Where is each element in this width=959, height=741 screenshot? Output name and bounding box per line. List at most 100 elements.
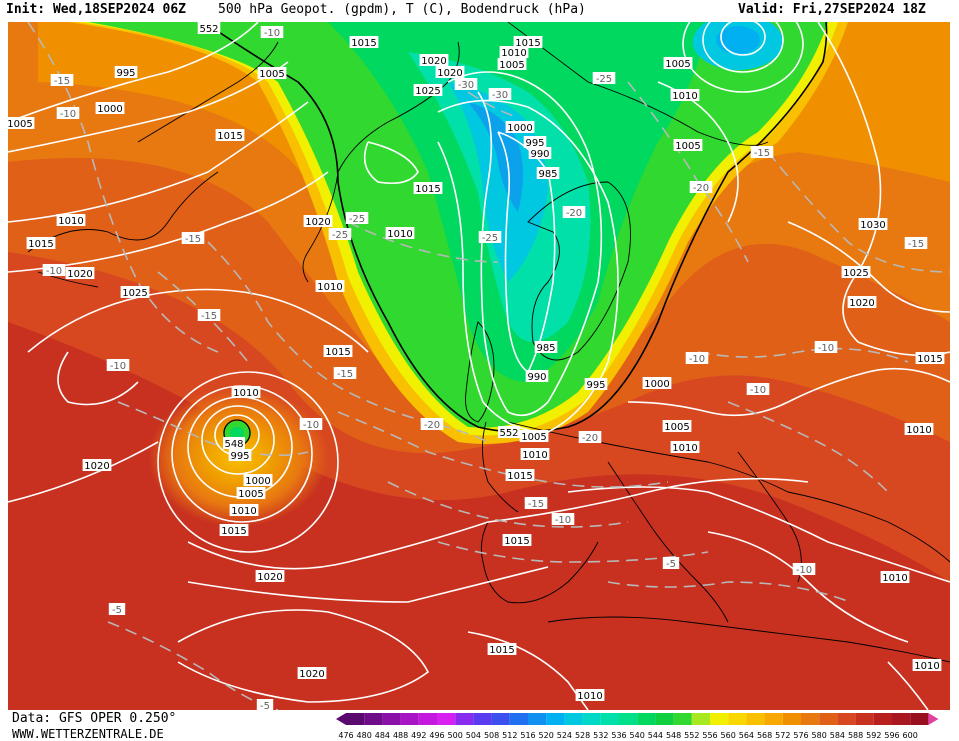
pressure-label-text: 995 [586,380,605,391]
temperature-label-text: -15 [754,148,770,159]
pressure-label: 1015 [215,129,245,142]
geopotential-labels: 552 548 [223,426,520,450]
pressure-label-text: 1010 [233,388,258,399]
pressure-label-text: 1010 [672,443,697,454]
temperature-label: -10 [746,383,770,396]
pressure-label-text: 1005 [259,69,284,80]
temperature-label: -5 [108,603,126,616]
pressure-label-text: 1005 [8,119,33,130]
temperature-label: -10 [106,359,130,372]
pressure-label: 1005 [8,117,35,130]
cold-pocket-core [716,26,760,54]
legend-value: 588 [848,731,863,740]
pressure-label-text: 1000 [245,476,270,487]
pressure-label: 990 [528,147,552,160]
pressure-label: 995 [584,378,608,391]
pressure-label-text: 1000 [97,104,122,115]
legend-value: 576 [793,731,808,740]
pressure-label-text: 995 [116,68,135,79]
pressure-label-text: 990 [527,372,546,383]
legend-swatch [819,713,838,725]
legend-value: 580 [812,731,827,740]
pressure-label-text: 1010 [522,450,547,461]
chart-header: Init: Wed,18SEP2024 06Z 500 hPa Geopot. … [0,0,959,22]
temperature-labels: -10-15-10-30-30-25-15-20-20-25-25 -25-15-… [42,26,928,710]
temperature-label: -20 [689,181,713,194]
pressure-label: 552 [197,22,221,35]
legend-value: 556 [702,731,717,740]
pressure-label-text: 1020 [421,56,446,67]
pressure-label-text: 1020 [849,298,874,309]
pressure-label-text: 1015 [917,354,942,365]
temperature-label: -10 [56,107,80,120]
legend-swatch [582,713,601,725]
pressure-label-text: 1015 [221,526,246,537]
pressure-label-text: 1010 [317,282,342,293]
legend-value: 504 [466,731,481,740]
pressure-label-text: 1000 [644,379,669,390]
legend-value: 584 [830,731,845,740]
temperature-label: -10 [792,563,816,576]
temperature-label-text: -15 [528,499,544,510]
pressure-label: 1020 [303,215,333,228]
legend-value: 568 [757,731,772,740]
pressure-label: 1010 [880,571,910,584]
temperature-label: -15 [524,497,548,510]
pressure-label-text: 1010 [906,425,931,436]
legend-swatch [782,713,801,725]
pressure-label-text: 1030 [860,220,885,231]
legend-swatch [691,713,710,725]
pressure-label: 1010 [229,504,259,517]
pressure-label: 995 [114,66,138,79]
legend-swatch [400,713,419,725]
pressure-label-text: 1020 [299,669,324,680]
pressure-label-text: 1020 [257,572,282,583]
temperature-label-text: -20 [566,208,582,219]
legend-swatch [473,713,492,725]
chart-title: 500 hPa Geopot. (gpdm), T (C), Bodendruc… [218,2,586,17]
pressure-label-text: 1025 [122,288,147,299]
temperature-label: -15 [50,74,74,87]
pressure-label-text: 1005 [675,141,700,152]
temperature-label-text: -15 [337,369,353,380]
legend-value: 592 [866,731,881,740]
pressure-label: 1005 [662,420,692,433]
pressure-label-text: 1015 [504,536,529,547]
legend-value: 516 [520,731,535,740]
pressure-label: 985 [536,167,560,180]
legend-swatch [710,713,729,725]
pressure-label: 1010 [912,659,942,672]
low-northeast-isobars [682,22,804,93]
temperature-label: -10 [814,341,838,354]
temperature-label-text: -20 [424,420,440,431]
pressure-label: 1015 [502,534,532,547]
temperature-label-text: -5 [112,605,122,616]
legend-arrow-right [928,713,939,725]
temperature-label: -15 [750,146,774,159]
legend-value: 528 [575,731,590,740]
legend-swatch [528,713,547,725]
temperature-label: -5 [662,557,680,570]
temperature-label-text: -20 [582,433,598,444]
legend-swatch [455,713,474,725]
pressure-label: 1010 [575,689,605,702]
temperature-label: -10 [299,418,323,431]
pressure-label: 995 [228,449,252,462]
legend-swatch [673,713,692,725]
cutoff-low-center [230,427,244,439]
pressure-label: 1010 [670,89,700,102]
temperature-label: -25 [345,212,369,225]
legend-value: 552 [684,731,699,740]
pressure-label: 1010 [904,423,934,436]
pressure-label-text: 995 [525,138,544,149]
legend-swatch [764,713,783,725]
legend-value: 520 [539,731,554,740]
pressure-label: 1005 [236,487,266,500]
temperature-label-text: -10 [750,385,766,396]
pressure-label: 1005 [497,58,527,71]
pressure-label: 1020 [847,296,877,309]
pressure-label: 1005 [663,57,693,70]
legend-value: 508 [484,731,499,740]
pressure-label: 1020 [255,570,285,583]
